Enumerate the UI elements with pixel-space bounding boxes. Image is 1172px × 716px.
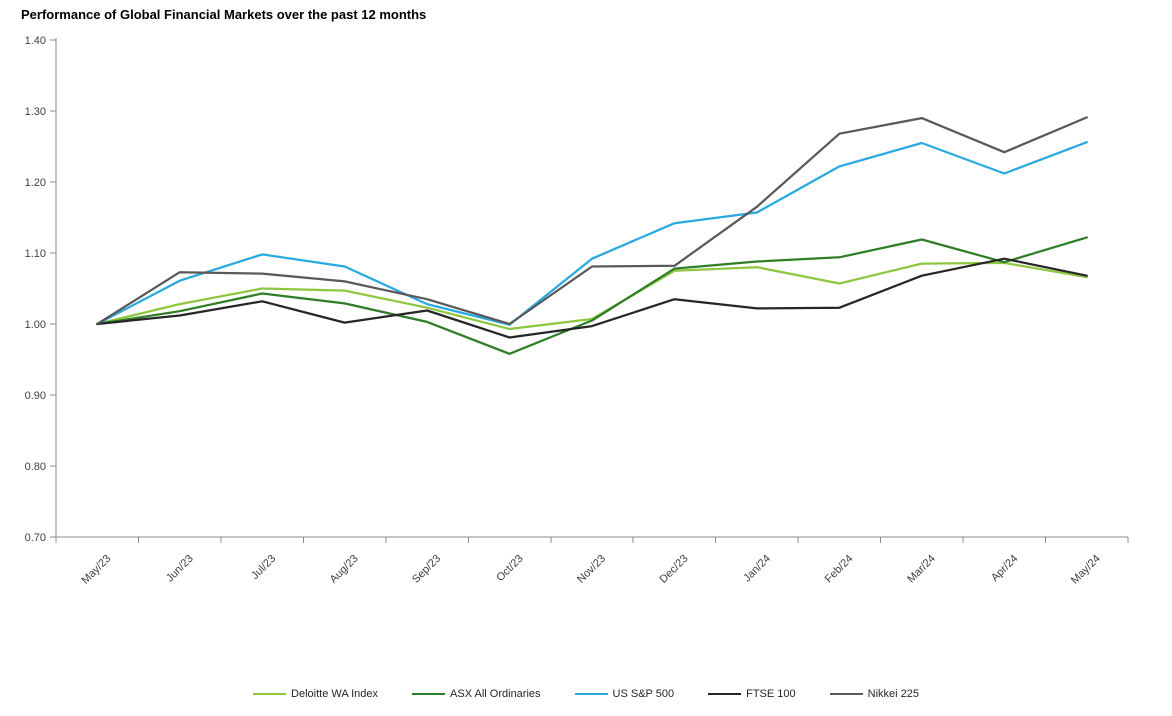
legend-line-swatch <box>708 692 742 696</box>
legend-item-us-s-p-500: US S&P 500 <box>574 687 675 700</box>
y-tick-label: 0.80 <box>25 461 46 473</box>
legend-line-swatch <box>253 692 287 696</box>
legend-label: Deloitte WA Index <box>291 687 379 700</box>
x-tick-label: Feb/24 <box>823 553 856 586</box>
legend-item-nikkei-225: Nikkei 225 <box>829 687 919 700</box>
legend-label: Nikkei 225 <box>867 687 919 700</box>
series-line-deloitte-wa-index <box>96 261 1088 331</box>
series-line-us-s-p-500 <box>96 141 1088 326</box>
x-tick-label: May/24 <box>1069 553 1103 587</box>
y-tick-label: 1.20 <box>25 177 46 189</box>
legend-item-ftse-100: FTSE 100 <box>708 687 796 700</box>
x-tick-label: Apr/24 <box>989 553 1020 584</box>
legend-label: US S&P 500 <box>612 687 675 700</box>
y-tick-label: 1.00 <box>25 319 46 331</box>
series-line-asx-all-ordinaries <box>96 236 1088 355</box>
y-tick-label: 0.70 <box>25 532 46 544</box>
chart-title: Performance of Global Financial Markets … <box>21 7 427 22</box>
series-line-nikkei-225 <box>96 116 1088 326</box>
legend-label: FTSE 100 <box>746 687 796 700</box>
legend-item-deloitte-wa-index: Deloitte WA Index <box>253 687 379 700</box>
legend-item-asx-all-ordinaries: ASX All Ordinaries <box>412 687 541 700</box>
y-tick-label: 1.30 <box>25 106 46 118</box>
legend-line-swatch <box>574 692 608 696</box>
series-line-ftse-100 <box>96 257 1088 339</box>
x-tick-label: Jul/23 <box>249 553 278 582</box>
x-tick-label: Sep/23 <box>410 553 443 586</box>
y-tick-label: 1.10 <box>25 248 46 260</box>
legend-line-swatch <box>412 692 446 696</box>
legend-line-swatch <box>829 692 863 696</box>
x-tick-label: Dec/23 <box>657 553 690 586</box>
y-tick-label: 0.90 <box>25 390 46 402</box>
x-tick-label: Jun/23 <box>164 553 196 585</box>
x-tick-label: Oct/23 <box>494 553 525 584</box>
x-tick-label: Jan/24 <box>741 553 773 585</box>
x-tick-label: Aug/23 <box>328 553 361 586</box>
y-tick-label: 1.40 <box>25 35 46 47</box>
x-tick-label: Mar/24 <box>905 553 938 586</box>
x-tick-label: Nov/23 <box>575 553 608 586</box>
x-tick-label: May/23 <box>79 553 113 587</box>
legend-label: ASX All Ordinaries <box>450 687 541 700</box>
legend: Deloitte WA Index ASX All Ordinaries US S&… <box>0 683 1172 705</box>
plot-area: 0.70 0.80 0.90 1.00 1.10 1.20 1.30 1.40 May/23 Ju… <box>25 35 1129 587</box>
